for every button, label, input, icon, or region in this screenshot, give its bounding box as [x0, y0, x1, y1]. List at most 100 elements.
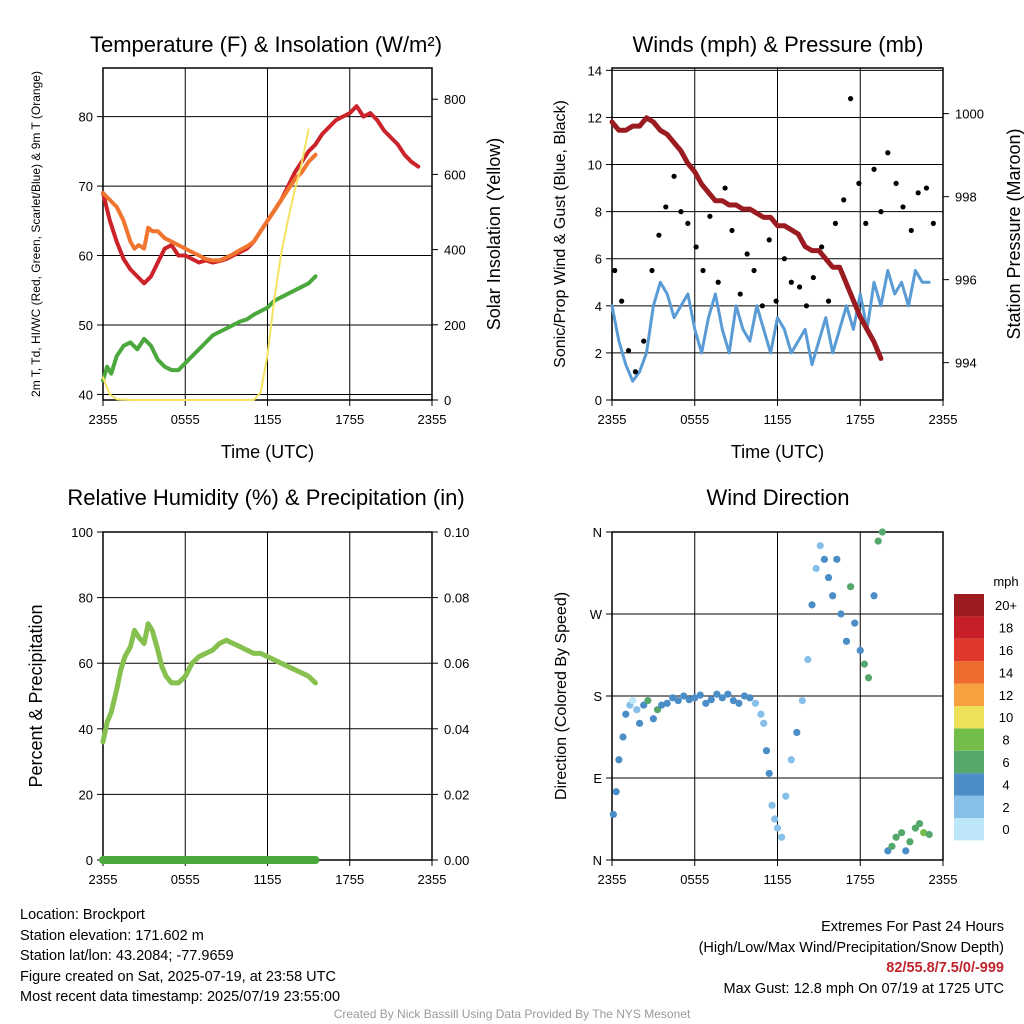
wind-gust-point	[693, 244, 699, 250]
wdir-point	[619, 733, 627, 741]
wdir-point	[782, 792, 790, 800]
colorbar-swatch	[954, 750, 984, 774]
wdir-point	[609, 810, 617, 819]
wdir-point	[768, 801, 776, 809]
wdir-point	[622, 710, 630, 718]
rh-ytick-label: 40	[79, 722, 93, 737]
colorbar-label: 4	[1002, 777, 1009, 792]
wind-gust-point	[810, 274, 816, 281]
colorbar-label: 12	[999, 688, 1013, 703]
wdir-point	[878, 528, 886, 536]
station-elevation: Station elevation: 171.602 m	[20, 927, 204, 944]
rh-ytick-label: 100	[71, 525, 93, 540]
wdir-xtick-label: 1155	[764, 872, 792, 887]
wdir-point	[860, 660, 868, 668]
wdir-xtick-label: 2355	[598, 872, 627, 887]
wind-gust-point	[923, 185, 930, 191]
wind-gust-point	[773, 298, 779, 304]
colorbar-title: mph	[993, 574, 1018, 589]
wdir-point	[740, 692, 749, 700]
credit-line: Created By Nick Bassill Using Data Provi…	[333, 1007, 691, 1021]
wdir-point	[653, 706, 662, 714]
wind-chart-title: Winds (mph) & Pressure (mb)	[633, 32, 924, 57]
wdir-point	[816, 542, 824, 550]
wind-gust-point	[908, 227, 914, 234]
wdir-point	[793, 728, 801, 737]
temp-xtick-label: 0555	[171, 412, 200, 427]
wdir-point	[851, 619, 859, 627]
rh-xtick-label: 2355	[418, 872, 447, 887]
wind-gust-point	[766, 237, 772, 243]
wind-gust-point	[847, 96, 854, 102]
wdir-point	[729, 696, 737, 705]
wdir-ytick-label: W	[590, 607, 603, 622]
wdir-point	[837, 610, 845, 618]
temp-ytick-label: 50	[79, 318, 93, 333]
wdir-xtick-label: 1755	[846, 872, 875, 887]
wind-gust-point	[612, 267, 618, 274]
colorbar-swatch	[954, 616, 984, 639]
wdir-point	[820, 555, 828, 563]
colorbar-swatch	[954, 594, 984, 617]
wind-gust-point	[841, 197, 847, 203]
wdir-point	[888, 842, 896, 850]
wdir-point	[669, 694, 677, 702]
rh-y2tick-label: 0.10	[444, 525, 469, 540]
temp-series-dewpoint	[101, 274, 318, 383]
wind-gust-point	[729, 227, 735, 234]
wdir-point	[812, 564, 820, 573]
wdir-point	[798, 696, 806, 705]
wind-gust-point	[737, 291, 743, 297]
wdir-ytick-label: N	[593, 853, 602, 868]
wdir-point	[629, 696, 637, 705]
extremes-values: 82/55.8/7.5/0/-999	[886, 960, 1004, 976]
rh-y2tick-label: 0.00	[444, 853, 469, 868]
wind-xtick-label: 2355	[929, 412, 958, 427]
wind-ytick-label: 14	[588, 63, 602, 78]
wdir-point	[635, 719, 644, 727]
rh-chart-title: Relative Humidity (%) & Precipitation (i…	[67, 485, 464, 510]
wind-gust-point	[619, 298, 625, 304]
wind-gust-point	[796, 284, 803, 290]
rh-xtick-label: 2355	[89, 872, 118, 887]
rh-ytick-label: 60	[79, 656, 93, 671]
rh-y2tick-label: 0.06	[444, 656, 469, 671]
temp-xtick-label: 1155	[254, 412, 282, 427]
colorbar-label: 16	[999, 643, 1013, 658]
colorbar-label: 8	[1002, 733, 1009, 748]
temp-y2tick-label: 600	[444, 167, 466, 182]
rh-series-relative_humidity	[100, 621, 318, 745]
temp-series-temp_9m	[101, 152, 318, 263]
colorbar-swatch	[954, 706, 984, 729]
rh-y2tick-label: 0.04	[444, 722, 469, 737]
wind-gust-point	[759, 303, 765, 309]
temp-y-axis-label: 2m T, Td, HI/WC (Red, Green, Scarlet/Blu…	[29, 71, 43, 397]
wdir-point	[640, 701, 648, 709]
wdir-point	[760, 719, 768, 727]
temp-y2tick-label: 400	[444, 243, 466, 258]
extremes-info: Extremes For Past 24 Hours (High/Low/Max…	[699, 917, 1004, 999]
wdir-point	[846, 583, 855, 591]
wind-x-axis-label: Time (UTC)	[731, 442, 824, 462]
wdir-point	[829, 592, 837, 600]
wind-y2tick-label: 994	[955, 356, 977, 371]
rh-xtick-label: 1755	[335, 872, 364, 887]
wind-y2tick-label: 998	[955, 190, 977, 205]
figure-created: Figure created on Sat, 2025-07-19, at 23…	[20, 968, 336, 985]
wdir-ytick-label: E	[593, 771, 602, 786]
wdir-chart-title: Wind Direction	[706, 485, 849, 510]
station-info: Location: Brockport Station elevation: 1…	[20, 905, 340, 1008]
wdir-point	[762, 747, 771, 755]
wdir-point	[663, 699, 671, 707]
wind-gust-point	[641, 338, 647, 344]
rh-xtick-label: 1155	[254, 872, 282, 887]
wind-gust-point	[871, 166, 877, 172]
wdir-point	[898, 829, 906, 837]
wdir-point	[746, 694, 754, 702]
temp-ytick-label: 70	[79, 179, 93, 194]
wdir-point	[674, 696, 682, 705]
wind-gust-point	[825, 298, 832, 304]
wdir-point	[842, 637, 851, 645]
wind-y-axis-label: Sonic/Prop Wind & Gust (Blue, Black)	[552, 100, 569, 368]
